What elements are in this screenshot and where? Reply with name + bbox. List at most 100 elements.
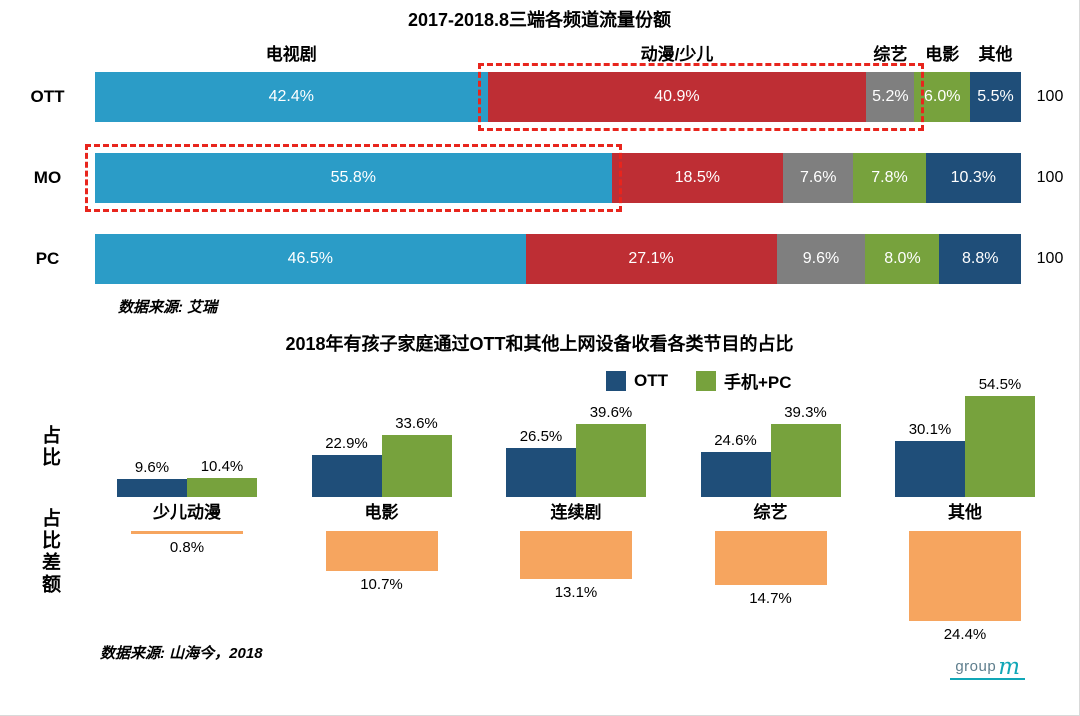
groupm-logo: group m <box>950 656 1025 680</box>
diff-area: 14.7% <box>696 531 846 607</box>
value-label: 33.6% <box>395 414 438 432</box>
row-total: 100 <box>1036 88 1064 105</box>
difference-bar <box>714 531 827 586</box>
diff-area: 10.7% <box>307 531 457 593</box>
bar-column: 9.6% <box>117 459 187 497</box>
grouped-bar <box>187 477 257 497</box>
bar-column: 33.6% <box>381 414 452 497</box>
bar-segment: 27.1% <box>525 234 777 284</box>
legend-label: 手机+PC <box>724 373 792 392</box>
segment-value: 6.0% <box>924 88 961 105</box>
row-total: 100 <box>1036 169 1064 186</box>
difference-value: 14.7% <box>749 590 792 608</box>
segment-value: 27.1% <box>628 250 674 267</box>
bar-segment: 10.3% <box>925 153 1021 203</box>
grouped-bar <box>700 451 771 497</box>
segment-value: 40.9% <box>654 88 700 105</box>
bar-column: 26.5% <box>506 428 576 497</box>
chart1-title: 2017-2018.8三端各频道流量份额 <box>407 10 672 30</box>
bars-area: 9.6% 10.4% <box>112 365 262 497</box>
row-label: MO <box>33 168 62 187</box>
value-label: 9.6% <box>134 459 170 477</box>
chart2-source: 数据来源: 山海今，2018 <box>100 645 263 662</box>
grouped-bar <box>895 441 965 497</box>
stacked-row: OTT 42.4% 40.9% 5.2% 6.0% 5.5% 100 <box>0 63 1079 131</box>
bar-segment: 7.8% <box>853 153 926 203</box>
stacked-bar: 46.5% 27.1% 9.6% 8.0% 8.8% <box>95 234 1021 284</box>
bar-segment: 8.8% <box>939 234 1021 284</box>
grouped-bar <box>576 423 646 497</box>
bar-group: 9.6% 10.4% 少儿动漫 0.8% <box>112 365 262 643</box>
row-total: 100 <box>1036 250 1064 267</box>
segment-value: 8.8% <box>961 250 999 267</box>
bar-segment: 9.6% <box>776 234 866 284</box>
chart2-title: 2018年有孩子家庭通过OTT和其他上网设备收看各类节目的占比 <box>285 334 794 354</box>
value-label: 26.5% <box>519 427 563 445</box>
segment-value: 7.6% <box>799 169 837 186</box>
segment-value: 7.8% <box>871 169 908 186</box>
diff-area: 0.8% <box>112 531 262 556</box>
bar-segment: 46.5% <box>95 234 526 284</box>
segment-value: 8.0% <box>884 250 921 267</box>
bar-column: 54.5% <box>965 376 1035 497</box>
legend-label: OTT <box>634 370 668 390</box>
axis-label-share: 占比 <box>39 425 60 469</box>
stacked-row: MO 55.8% 18.5% 7.6% 7.8% 10.3% 100 <box>0 144 1079 212</box>
diff-area: 24.4% <box>890 531 1040 643</box>
segment-value: 42.4% <box>268 88 314 105</box>
chart2-groups: 9.6% 10.4% 少儿动漫 0.8% 22.9% 33.6% 电影 10.7% 26.5% 3… <box>112 365 1040 643</box>
bar-column: 39.3% <box>770 404 841 497</box>
grouped-bar <box>506 447 576 497</box>
bars-area: 30.1% 54.5% <box>890 365 1040 497</box>
value-label: 30.1% <box>908 421 952 439</box>
value-label: 24.6% <box>714 431 757 449</box>
category-header: 动漫/少儿 <box>640 45 714 64</box>
segment-value: 5.5% <box>977 88 1014 105</box>
difference-bar <box>325 531 438 571</box>
row-label: PC <box>35 249 60 268</box>
axis-label-difference: 占比差额 <box>39 508 60 596</box>
difference-bar <box>131 531 243 534</box>
row-label: OTT <box>30 87 65 106</box>
difference-value: 13.1% <box>554 584 598 602</box>
legend-swatch <box>606 370 626 391</box>
bar-column: 10.4% <box>187 458 257 497</box>
category-label: 连续剧 <box>550 503 602 522</box>
stacked-bar: 55.8% 18.5% 7.6% 7.8% 10.3% <box>85 144 1021 212</box>
bar-group: 22.9% 33.6% 电影 10.7% <box>307 365 457 643</box>
bar-group: 26.5% 39.6% 连续剧 13.1% <box>501 365 651 643</box>
diff-area: 13.1% <box>501 531 651 601</box>
bar-segment: 5.5% <box>970 72 1021 122</box>
value-label: 10.4% <box>200 457 244 475</box>
stacked-bar: 42.4% 40.9% 5.2% 6.0% 5.5% <box>95 63 1021 131</box>
segment-value: 55.8% <box>330 169 377 186</box>
difference-value: 10.7% <box>360 575 403 593</box>
grouped-bar <box>117 479 187 497</box>
chart1-rows: OTT 42.4% 40.9% 5.2% 6.0% 5.5% 100 MO 55.8% 18.5%… <box>0 63 1079 315</box>
bar-segment: 55.8% <box>95 153 612 203</box>
category-label: 综艺 <box>753 503 788 522</box>
bar-column: 24.6% <box>700 431 771 497</box>
value-label: 54.5% <box>978 376 1022 394</box>
category-header: 电视剧 <box>265 45 317 64</box>
bar-column: 39.6% <box>576 404 646 497</box>
bar-column: 22.9% <box>311 435 382 497</box>
bar-segment: 7.6% <box>783 153 854 203</box>
grouped-bar <box>311 454 382 497</box>
bars-area: 26.5% 39.6% <box>501 365 651 497</box>
segment-value: 18.5% <box>674 169 721 186</box>
category-header: 综艺 <box>873 45 908 64</box>
family-viewing-chart: 2018年有孩子家庭通过OTT和其他上网设备收看各类节目的占比 OTT 手机+PC… <box>0 330 1079 715</box>
segment-value: 5.2% <box>872 88 909 105</box>
bar-segment: 40.9% <box>487 72 867 122</box>
bar-segment: 6.0% <box>914 72 971 122</box>
bar-group: 30.1% 54.5% 其他 24.4% <box>890 365 1040 643</box>
grouped-bar <box>770 424 841 497</box>
bar-group: 24.6% 39.3% 综艺 14.7% <box>696 365 846 643</box>
stacked-row: PC 46.5% 27.1% 9.6% 8.0% 8.8% 100 <box>0 234 1079 284</box>
segment-value: 10.3% <box>950 169 996 186</box>
groupm-logo-text: group <box>955 658 997 675</box>
chart1-source: 数据来源: 艾瑞 <box>118 299 218 316</box>
traffic-share-chart: 2017-2018.8三端各频道流量份额 电视剧 动漫/少儿 综艺 电影 其他 OTT 4… <box>0 0 1079 330</box>
